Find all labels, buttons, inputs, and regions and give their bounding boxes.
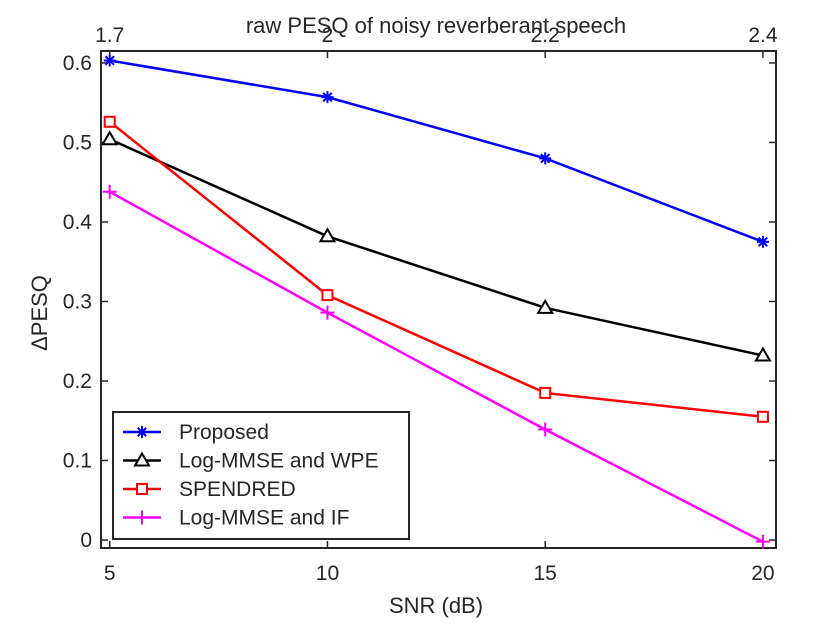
top-tick-label: 1.7 (95, 24, 124, 47)
data-point (756, 235, 769, 248)
legend-marker (133, 451, 151, 467)
legend-item: SPENDRED (123, 478, 296, 501)
data-point (536, 298, 554, 314)
top-tick-label: 2.4 (748, 24, 778, 47)
data-point (539, 386, 552, 399)
data-point (756, 410, 769, 423)
legend-box (112, 411, 410, 540)
data-point (754, 346, 772, 362)
x-tick-label: 20 (751, 562, 774, 585)
top-tick-label: 2 (322, 24, 334, 47)
series-log-mmse-and-wpe (100, 130, 772, 362)
series-proposed (103, 54, 769, 248)
data-point (102, 184, 117, 199)
y-tick-label: 0.1 (63, 450, 92, 473)
data-point (538, 422, 553, 437)
series-spendred (103, 115, 769, 423)
y-tick-label: 0.4 (63, 211, 93, 234)
axis-labels: SNR (dB) raw PESQ of noisy reverberant s… (27, 13, 626, 618)
data-point (103, 115, 116, 128)
y-axis-label-delta: Δ (27, 336, 52, 351)
data-point (755, 534, 770, 549)
y-tick-label: 0.5 (63, 131, 92, 154)
y-tick-label: 0.3 (63, 290, 92, 313)
series-layer (100, 54, 772, 549)
x-tick-label: 10 (316, 562, 339, 585)
y-axis-label-text: PESQ (27, 275, 52, 336)
legend-label: Proposed (179, 421, 269, 444)
legend-item: Proposed (123, 421, 269, 444)
top-tick-label: 2.2 (531, 24, 560, 47)
x-tick-label: 15 (534, 562, 557, 585)
series-log-mmse-and-if (102, 184, 770, 549)
y-axis-label: ΔPESQ (27, 275, 52, 351)
legend-marker (135, 510, 149, 525)
y-tick-label: 0 (80, 529, 92, 552)
data-point (539, 152, 552, 165)
data-point (321, 289, 334, 302)
data-point (100, 130, 119, 146)
series-line (109, 138, 764, 357)
data-point (318, 227, 337, 243)
data-point (320, 305, 335, 320)
series-line (108, 120, 764, 419)
data-point (321, 91, 334, 104)
plot-frame (100, 50, 777, 549)
legend-label: SPENDRED (179, 478, 296, 501)
legend-item: Log-MMSE and WPE (123, 450, 379, 473)
x-tick-label: 5 (104, 562, 116, 585)
series-line (109, 59, 764, 244)
data-point (103, 54, 116, 67)
x-axis-label: SNR (dB) (389, 593, 483, 618)
y-tick-label: 0.6 (63, 52, 92, 75)
legend: Proposed Log-MMSE and WPE SPENDRED Log-MMSE… (112, 411, 410, 540)
legend-marker (136, 483, 148, 495)
y-tick-label: 0.2 (63, 370, 92, 393)
legend-label: Log-MMSE and WPE (179, 450, 379, 473)
legend-label: Log-MMSE and IF (179, 507, 349, 530)
series-line (109, 190, 764, 543)
legend-item: Log-MMSE and IF (123, 507, 349, 530)
legend-marker (136, 426, 148, 438)
top-axis-label: raw PESQ of noisy reverberant speech (246, 13, 626, 38)
